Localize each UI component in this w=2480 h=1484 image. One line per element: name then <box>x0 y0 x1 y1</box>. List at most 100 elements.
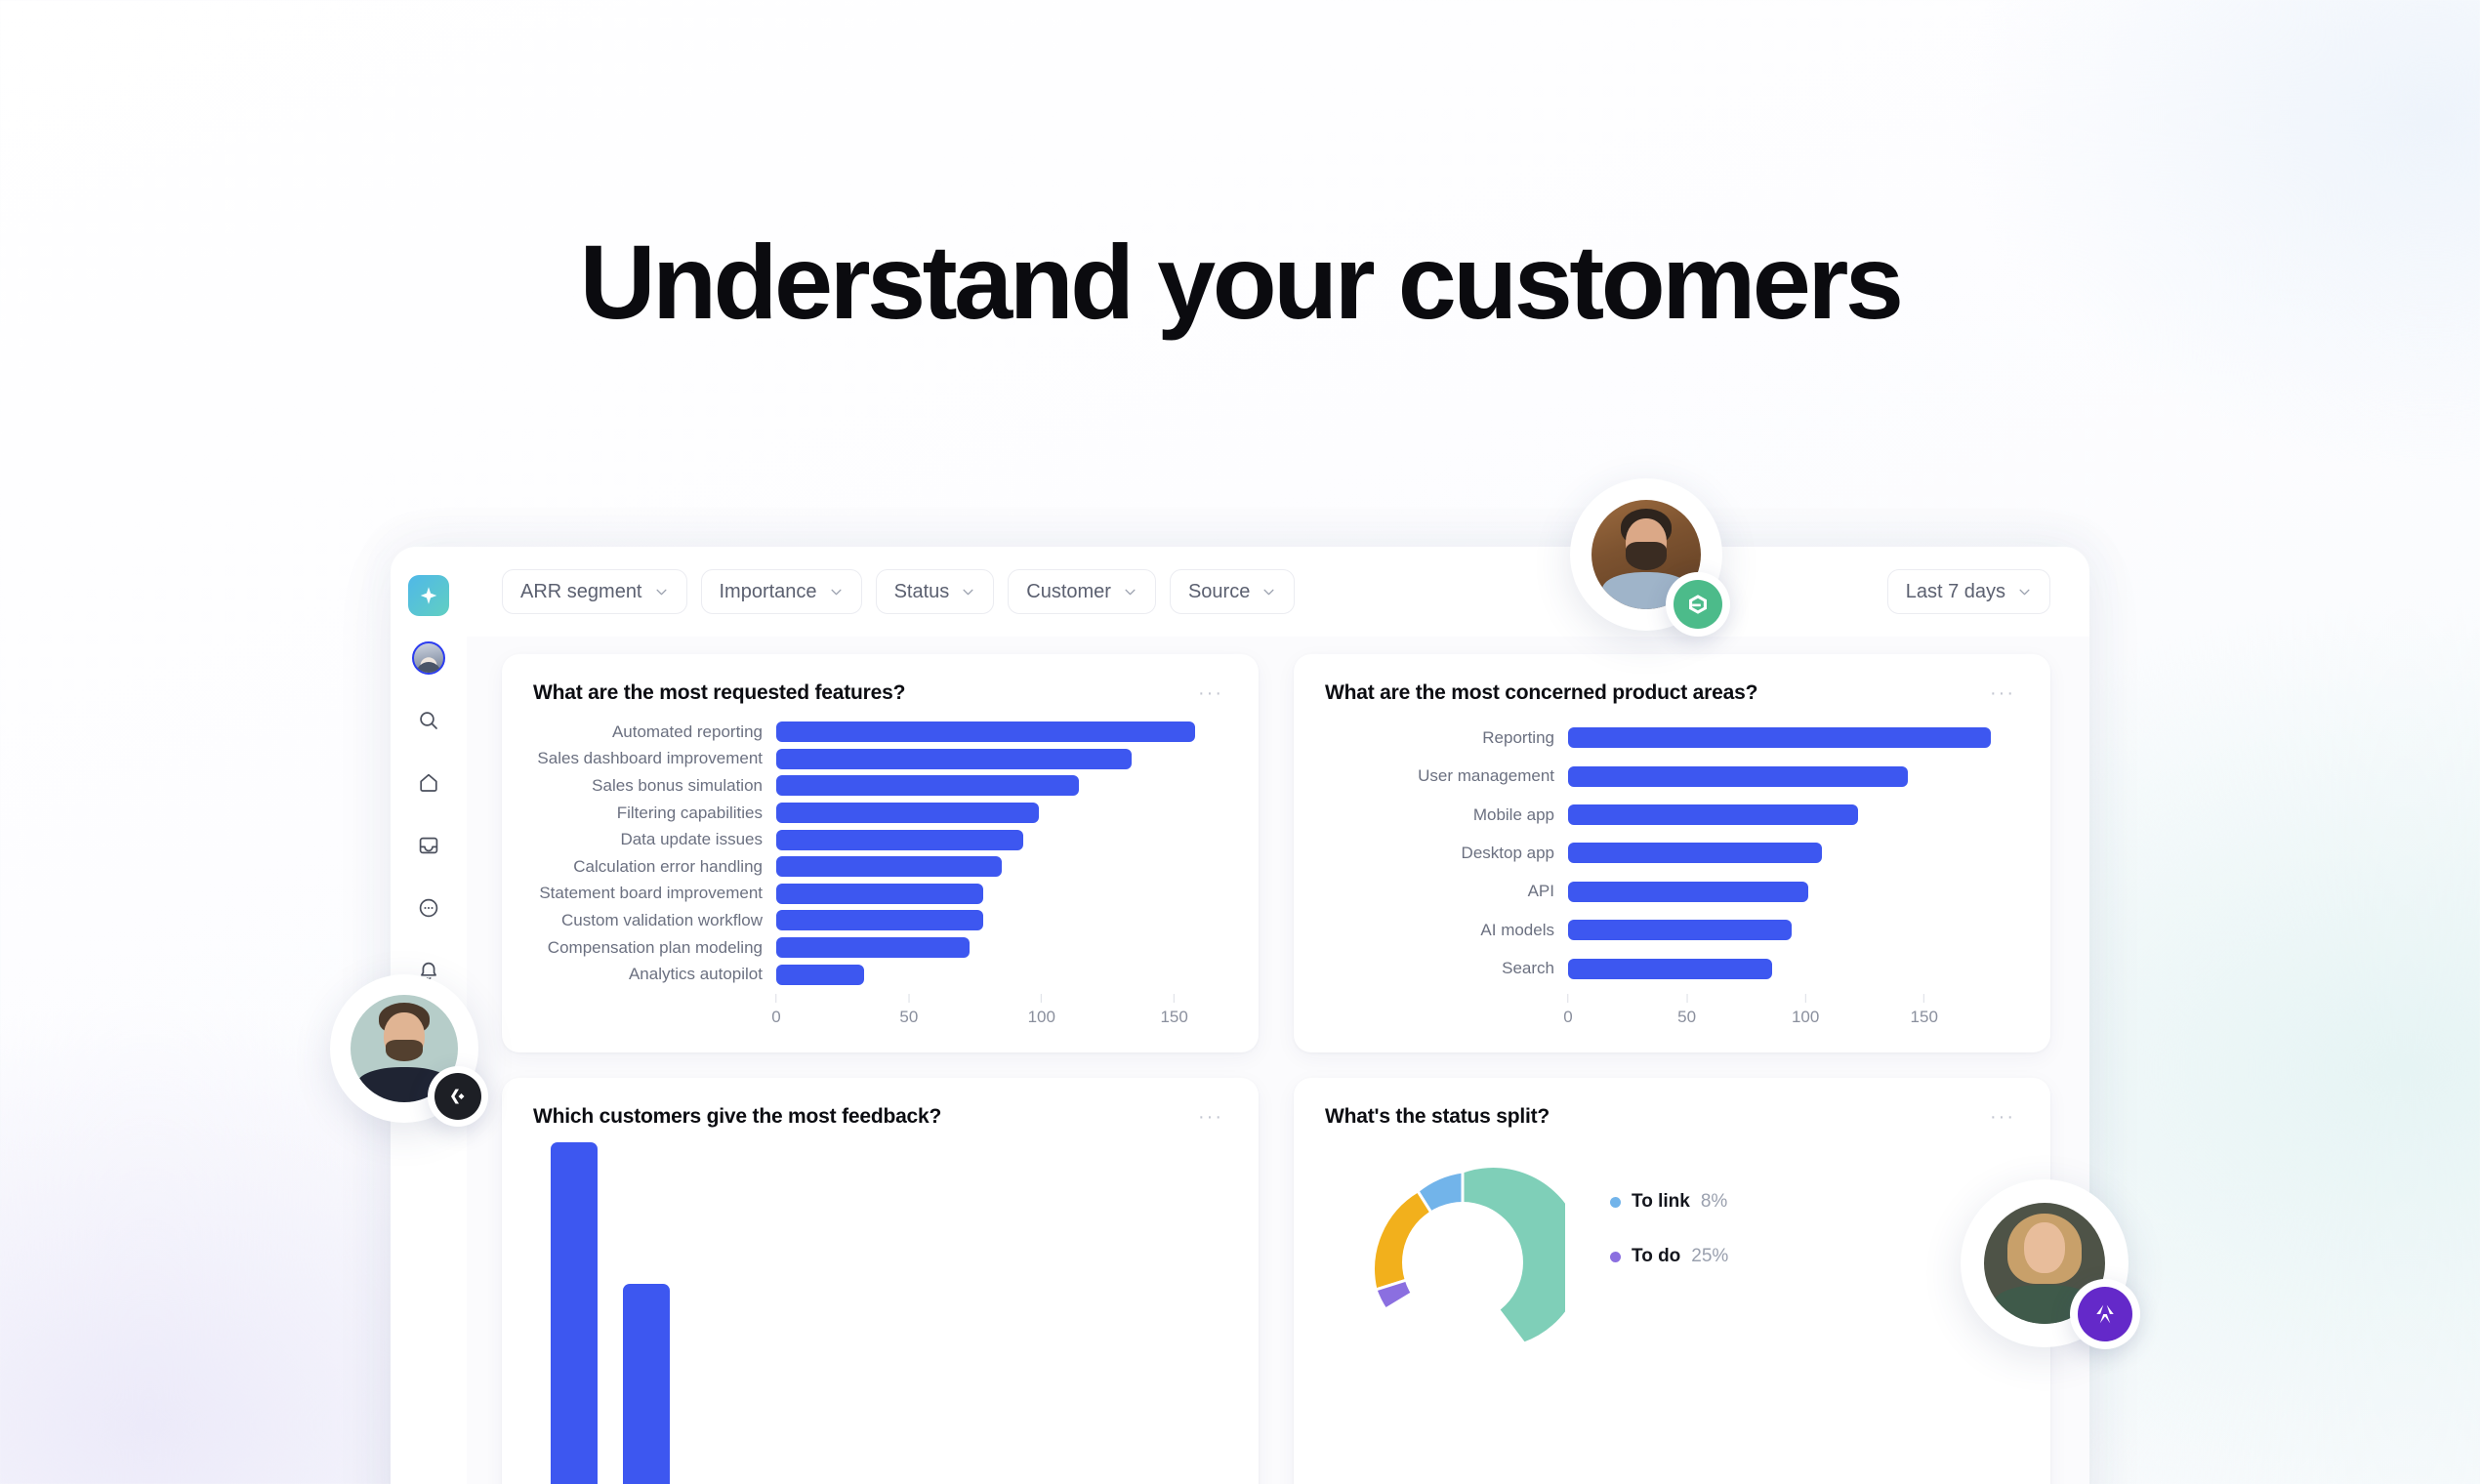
bar-row: API <box>1325 881 2019 902</box>
x-axis: 0 50 100 150 <box>1325 994 2019 1035</box>
bar-track <box>776 803 1227 824</box>
sidebar-item-inbox[interactable] <box>407 824 450 867</box>
filter-status-label: Status <box>893 580 950 602</box>
legend-color-dot <box>1610 1196 1621 1208</box>
bar-fill[interactable] <box>776 856 1002 878</box>
legend-percent: 8% <box>1700 1191 1728 1212</box>
card-menu-icon[interactable]: ··· <box>1990 1106 2015 1128</box>
bar-track <box>776 937 1227 959</box>
x-axis: 0 50 100 150 <box>533 994 1227 1035</box>
bar-label: Search <box>1502 959 1554 978</box>
legend-label: To link <box>1632 1191 1690 1212</box>
bar-track <box>1568 804 2019 826</box>
axis-tick: 0 <box>771 994 781 1027</box>
bar-fill[interactable] <box>1568 804 1858 826</box>
axis-tick-label: 150 <box>1910 1008 1938 1026</box>
filter-arr-segment[interactable]: ARR segment <box>502 569 687 614</box>
bar-label: Custom validation workflow <box>561 910 763 929</box>
bar-track <box>776 856 1227 878</box>
avatar <box>412 641 445 675</box>
filter-source[interactable]: Source <box>1169 569 1296 614</box>
bar-label: Mobile app <box>1472 804 1554 824</box>
card-header: What are the most concerned product area… <box>1325 681 2019 705</box>
axis-tick: 0 <box>1563 994 1573 1027</box>
chevron-down-icon <box>961 585 975 599</box>
sidebar-item-search[interactable] <box>407 699 450 742</box>
card-menu-icon[interactable]: ··· <box>1198 1106 1223 1128</box>
filter-status[interactable]: Status <box>875 569 995 614</box>
axis-tick-label: 0 <box>1563 1008 1573 1026</box>
bar-label: Desktop app <box>1461 843 1554 862</box>
bar-fill[interactable] <box>776 883 983 904</box>
column-bar[interactable] <box>623 1284 670 1484</box>
bar-row: Filtering capabilities <box>533 803 1227 824</box>
chevron-down-icon <box>654 585 669 599</box>
chevron-down-icon <box>1123 585 1137 599</box>
bar-row: Reporting <box>1325 727 2019 749</box>
filter-date-range[interactable]: Last 7 days <box>1886 569 2050 614</box>
floating-avatar-right[interactable] <box>1961 1179 2140 1349</box>
bar-label: API <box>1527 882 1554 901</box>
bar-row: Calculation error handling <box>533 856 1227 878</box>
bar-label: AI models <box>1480 920 1554 939</box>
bar-fill[interactable] <box>1568 920 1792 941</box>
card-menu-icon[interactable]: ··· <box>1990 682 2015 704</box>
filter-bar: ARR segment Importance Status Customer <box>467 547 2089 637</box>
legend-item[interactable]: To link 8% <box>1610 1191 1728 1213</box>
bar-track <box>1568 881 2019 902</box>
bar-track <box>1568 765 2019 787</box>
axis-tick-label: 50 <box>1677 1008 1697 1026</box>
filter-importance[interactable]: Importance <box>700 569 862 614</box>
card-title: What's the status split? <box>1325 1105 1550 1128</box>
bar-rows: Reporting User management Mobile app Deskto… <box>1325 719 2019 988</box>
bar-fill[interactable] <box>776 937 971 959</box>
bar-label: User management <box>1418 766 1554 786</box>
sidebar-item-more[interactable] <box>407 886 450 929</box>
card-product-areas: What are the most concerned product area… <box>1294 654 2050 1052</box>
bar-label: Filtering capabilities <box>616 803 763 822</box>
sparkle-icon <box>408 575 449 616</box>
filter-arr-segment-label: ARR segment <box>520 580 642 602</box>
bar-track <box>1568 727 2019 749</box>
bar-fill[interactable] <box>776 964 864 985</box>
bar-track <box>776 775 1227 797</box>
sidebar-item-profile[interactable] <box>407 637 450 680</box>
bar-fill[interactable] <box>776 829 1023 850</box>
card-header: What are the most requested features? ··… <box>533 681 1227 705</box>
axis-tick: 100 <box>1028 994 1055 1027</box>
bar-rows: Automated reporting Sales dashboard impro… <box>533 719 1227 988</box>
bar-fill[interactable] <box>776 748 1133 769</box>
filter-customer[interactable]: Customer <box>1008 569 1156 614</box>
card-title: What are the most concerned product area… <box>1325 681 1758 704</box>
column-bar[interactable] <box>551 1142 598 1484</box>
card-menu-icon[interactable]: ··· <box>1198 682 1223 704</box>
bar-fill[interactable] <box>776 910 983 931</box>
bar-fill[interactable] <box>776 721 1196 743</box>
sidebar-item-logo[interactable] <box>407 574 450 617</box>
bar-fill[interactable] <box>1568 727 1991 749</box>
chart-product-areas: Reporting User management Mobile app Deskto… <box>1325 719 2019 1035</box>
card-title: What are the most requested features? <box>533 681 906 704</box>
sidebar-item-home[interactable] <box>407 762 450 804</box>
card-requested-features: What are the most requested features? ··… <box>502 654 1259 1052</box>
bar-fill[interactable] <box>1568 881 1808 902</box>
bar-fill[interactable] <box>1568 765 1908 787</box>
page-title: Understand your customers <box>579 223 1904 341</box>
legend-percent: 25% <box>1691 1246 1729 1266</box>
card-customers-feedback: Which customers give the most feedback? … <box>502 1078 1259 1484</box>
bar-track <box>1568 843 2019 864</box>
legend-item[interactable]: To do 25% <box>1610 1246 1728 1267</box>
bar-fill[interactable] <box>1568 843 1823 864</box>
bar-row: Compensation plan modeling <box>533 937 1227 959</box>
bar-fill[interactable] <box>776 775 1079 797</box>
cards-grid: What are the most requested features? ··… <box>467 637 2089 1484</box>
bar-row: Search <box>1325 958 2019 979</box>
bar-fill[interactable] <box>1568 958 1773 979</box>
floating-avatar-top[interactable] <box>1570 478 1730 637</box>
avatar-badge <box>2070 1279 2140 1349</box>
bar-row: Sales bonus simulation <box>533 775 1227 797</box>
bar-row: Desktop app <box>1325 843 2019 864</box>
floating-avatar-left[interactable] <box>330 974 488 1127</box>
bar-fill[interactable] <box>776 803 1040 824</box>
bar-row: Mobile app <box>1325 804 2019 826</box>
